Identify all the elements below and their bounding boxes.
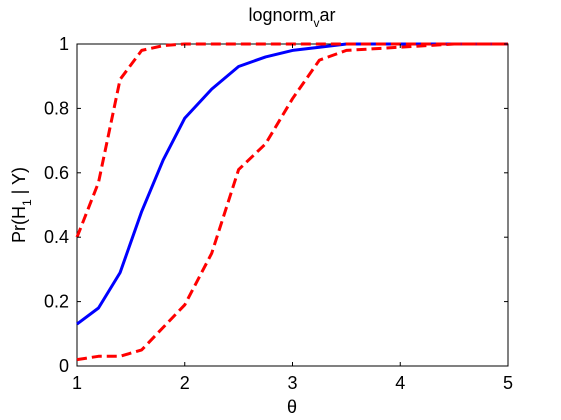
chart-title: lognormvar xyxy=(248,5,335,30)
y-axis-label-subscript: 1 xyxy=(20,199,34,206)
y-axis-label-tail: | Y) xyxy=(9,167,29,199)
chart-title-main: lognorm xyxy=(248,5,313,25)
y-axis-label: Pr(H1 | Y) xyxy=(9,167,34,243)
y-tick-label: 0.6 xyxy=(44,163,69,183)
y-tick-label: 0.4 xyxy=(44,227,69,247)
y-tick-label: 1 xyxy=(59,34,69,54)
y-tick-label: 0.2 xyxy=(44,292,69,312)
plot-area xyxy=(76,43,509,367)
x-tick-label: 3 xyxy=(287,373,297,393)
x-tick-label: 5 xyxy=(503,373,513,393)
y-tick-label: 0 xyxy=(59,356,69,376)
x-tick-label: 4 xyxy=(395,373,405,393)
ticks-layer: 1 2 3 4 5 0 0.2 0.4 0.6 0.8 1 xyxy=(44,34,513,393)
y-axis-label-main: Pr(H xyxy=(9,206,29,243)
chart-title-subscript: v xyxy=(314,16,320,30)
x-tick-label: 2 xyxy=(180,373,190,393)
y-tick-label: 0.8 xyxy=(44,98,69,118)
chart-title-tail: ar xyxy=(320,5,336,25)
series-line-3 xyxy=(76,42,508,362)
x-tick-label: 1 xyxy=(72,373,82,393)
x-axis-label: θ xyxy=(287,397,297,417)
